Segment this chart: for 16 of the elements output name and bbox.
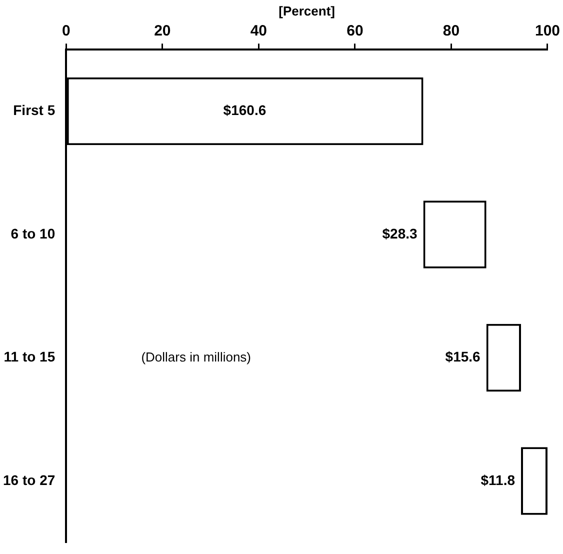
x-tick-label: 20: [154, 22, 171, 40]
x-axis-title: [Percent]: [278, 3, 335, 18]
y-tick-label: 6 to 10: [10, 225, 56, 242]
annotation: $28.3: [382, 225, 418, 242]
annotation: (Dollars in millions): [141, 349, 251, 364]
y-tick-label: First 5: [13, 102, 56, 118]
x-tick-label: 40: [250, 22, 268, 40]
y-tick-label: 11 to 15: [4, 348, 56, 365]
x-tick-label: 60: [346, 22, 364, 40]
y-tick-label: 16 to 27: [2, 472, 56, 488]
annotation: $11.8: [480, 472, 516, 488]
annotation: $160.6: [223, 102, 266, 118]
x-tick-label: 100: [534, 22, 560, 40]
annotation: $15.6: [445, 348, 481, 365]
x-tick-label: 80: [442, 22, 460, 40]
x-tick-label: 0: [62, 22, 70, 40]
